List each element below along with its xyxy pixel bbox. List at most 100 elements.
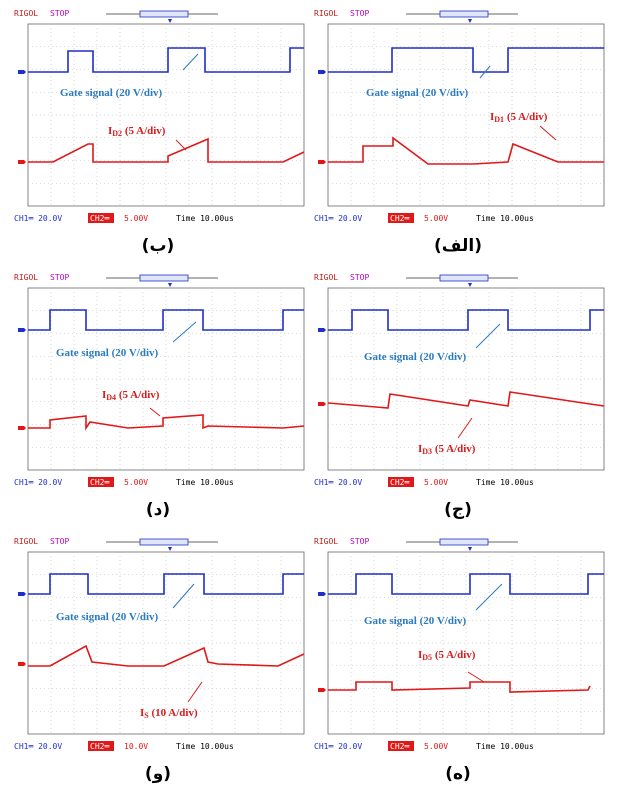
- gate-signal-label: Gate signal (20 V/div): [56, 347, 159, 359]
- screen-grid: [327, 23, 605, 207]
- brand-label: RIGOL: [314, 273, 338, 282]
- ch2-badge: [88, 741, 114, 751]
- ch1-marker-icon: [18, 70, 26, 74]
- state-label: STOP: [350, 537, 369, 546]
- ch1-marker-icon: [18, 592, 26, 596]
- ch2-marker-icon: [18, 662, 26, 666]
- current-label: ID1 (5 A/div): [490, 111, 548, 124]
- gate-signal-label: Gate signal (20 V/div): [364, 615, 467, 627]
- current-arrow: [467, 671, 485, 683]
- ch2-marker-icon: [318, 402, 326, 406]
- gate-waveform: [328, 47, 604, 73]
- ch2-scale: 5.00V: [424, 214, 448, 223]
- current-arrow: [457, 417, 473, 439]
- scope-panel-h: RIGOL STOP Gate signal (20 V/div) ID5 (5…: [308, 534, 608, 762]
- ch2-badge-text: CH2═: [90, 478, 109, 487]
- gate-arrow: [475, 583, 503, 611]
- ch1-marker-icon: [318, 592, 326, 596]
- timebase: Time 10.00us: [176, 742, 234, 751]
- caption-alef: (الف): [433, 236, 483, 256]
- screen-grid: [27, 551, 305, 735]
- ch2-marker-icon: [318, 160, 326, 164]
- brand-label: RIGOL: [314, 9, 338, 18]
- scope-panel-v: RIGOL STOP Gate signal (20 V/div) IS (10…: [8, 534, 308, 762]
- ch2-marker-icon: [18, 426, 26, 430]
- ch1-scale: CH1═ 20.0V: [14, 742, 62, 751]
- ch2-scale: 5.00V: [124, 478, 148, 487]
- ch1-scale: CH1═ 20.0V: [314, 478, 362, 487]
- ch2-badge: [388, 741, 414, 751]
- gate-waveform: [28, 47, 304, 73]
- current-waveform: [28, 137, 305, 163]
- gate-arrow: [172, 321, 197, 343]
- ch2-badge-text: CH2═: [90, 214, 109, 223]
- gate-signal-label: Gate signal (20 V/div): [56, 611, 159, 623]
- timebase: Time 10.00us: [476, 742, 534, 751]
- ch2-badge: [388, 213, 414, 223]
- current-label: ID5 (5 A/div): [418, 649, 476, 662]
- state-label: STOP: [350, 273, 369, 282]
- screen-grid: [27, 287, 305, 471]
- timebase: Time 10.00us: [476, 214, 534, 223]
- caption-b: (ب): [141, 236, 175, 256]
- gate-signal-label: Gate signal (20 V/div): [364, 351, 467, 363]
- ch2-badge-text: CH2═: [390, 478, 409, 487]
- current-waveform: [327, 391, 605, 409]
- gate-waveform: [328, 309, 604, 331]
- ch1-scale: CH1═ 20.0V: [314, 214, 362, 223]
- memory-depth-indicator: [106, 10, 218, 23]
- state-label: STOP: [50, 537, 69, 546]
- ch2-badge-text: CH2═: [90, 742, 109, 751]
- current-waveform: [328, 136, 604, 165]
- gate-arrow: [172, 583, 195, 609]
- trigger-marker-icon: [468, 547, 472, 551]
- ch2-marker-icon: [318, 688, 326, 692]
- gate-waveform: [28, 309, 304, 331]
- ch2-badge-text: CH2═: [390, 742, 409, 751]
- ch2-badge: [88, 213, 114, 223]
- gate-waveform: [328, 573, 604, 595]
- ch1-marker-icon: [318, 328, 326, 332]
- current-arrow: [149, 407, 161, 417]
- ch2-scale: 5.00V: [424, 478, 448, 487]
- ch2-marker-icon: [18, 160, 26, 164]
- ch2-scale: 5.00V: [124, 214, 148, 223]
- memory-depth-indicator: [106, 274, 218, 287]
- brand-label: RIGOL: [14, 273, 38, 282]
- timebase: Time 10.00us: [176, 214, 234, 223]
- scope-panel-d: RIGOL STOP Gate signal (20 V/div) ID4 (5…: [8, 270, 308, 498]
- current-waveform: [328, 681, 591, 693]
- current-label: IS (10 A/div): [140, 707, 198, 720]
- brand-label: RIGOL: [314, 537, 338, 546]
- ch2-badge-text: CH2═: [390, 214, 409, 223]
- current-arrow: [175, 139, 187, 151]
- ch2-badge: [88, 477, 114, 487]
- state-label: STOP: [350, 9, 369, 18]
- ch1-scale: CH1═ 20.0V: [314, 742, 362, 751]
- caption-d: (د): [145, 500, 171, 520]
- memory-depth-indicator: [106, 538, 218, 551]
- ch2-scale: 5.00V: [424, 742, 448, 751]
- gate-signal-label: Gate signal (20 V/div): [366, 87, 469, 99]
- scope-panel-j: RIGOL STOP Gate signal (20 V/div) ID3 (5…: [308, 270, 608, 498]
- current-label: ID4 (5 A/div): [102, 389, 160, 402]
- current-waveform: [28, 644, 305, 667]
- caption-j: (ج): [444, 500, 472, 520]
- state-label: STOP: [50, 273, 69, 282]
- caption-v: (و): [144, 764, 172, 784]
- trigger-marker-icon: [468, 283, 472, 287]
- scope-panel-b: RIGOL STOP Gate signal (20 V/div) ID2 (5…: [8, 6, 308, 234]
- ch1-scale: CH1═ 20.0V: [14, 478, 62, 487]
- caption-h: (ه): [445, 764, 471, 784]
- gate-waveform: [28, 573, 304, 595]
- ch2-badge: [388, 477, 414, 487]
- timebase: Time 10.00us: [176, 478, 234, 487]
- state-label: STOP: [50, 9, 69, 18]
- screen-grid: [327, 287, 605, 471]
- brand-label: RIGOL: [14, 537, 38, 546]
- trigger-marker-icon: [468, 19, 472, 23]
- current-arrow: [539, 125, 557, 141]
- memory-depth-indicator: [406, 10, 518, 23]
- timebase: Time 10.00us: [476, 478, 534, 487]
- gate-arrow: [475, 323, 501, 349]
